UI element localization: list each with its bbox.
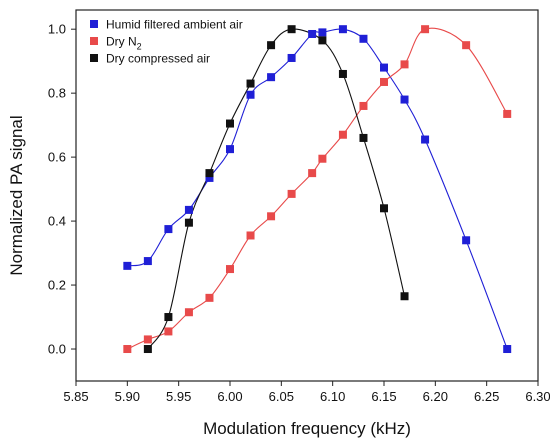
y-tick-label: 0.8: [48, 86, 66, 101]
x-tick-label: 5.95: [166, 389, 191, 404]
series-1-point: [143, 335, 152, 344]
x-axis-title: Modulation frequency (kHz): [203, 419, 411, 438]
series-2-point: [143, 345, 152, 354]
y-tick-label: 1.0: [48, 22, 66, 37]
y-tick-label: 0.2: [48, 278, 66, 293]
series-1-point: [205, 293, 214, 302]
series-2-point: [318, 36, 327, 45]
series-0-point: [308, 29, 317, 38]
series-0-point: [123, 261, 132, 270]
x-axis-ticks: 5.85 5.90 5.95 6.00 6.05 6.10 6.15 6.20 6.25 6.30: [63, 381, 550, 404]
series-1-point: [123, 345, 132, 354]
series-1-point: [400, 60, 409, 69]
series-0-point: [226, 145, 234, 154]
y-tick-label: 0.0: [48, 342, 66, 357]
legend-label: Dry N2: [106, 35, 142, 52]
series-1-point: [380, 77, 388, 86]
series-1-point: [246, 231, 255, 240]
series-0-point: [267, 73, 276, 82]
series-1-point: [184, 308, 193, 317]
x-tick-label: 6.30: [525, 389, 550, 404]
x-tick-label: 6.05: [269, 389, 294, 404]
series-2-point: [338, 69, 347, 78]
series-1-point: [318, 154, 327, 163]
series-2-point: [246, 79, 255, 88]
legend-label-main: Dry N: [106, 35, 137, 49]
series-2-point: [287, 25, 296, 34]
series-0-point: [164, 225, 173, 234]
x-tick-label: 5.85: [63, 389, 88, 404]
y-tick-label: 0.6: [48, 150, 66, 165]
x-tick-label: 5.90: [115, 389, 140, 404]
series-0-point: [318, 28, 327, 37]
series-0-point: [287, 53, 296, 62]
series-0-point: [205, 173, 214, 182]
series-2-point: [267, 41, 276, 50]
series-2-point: [205, 169, 214, 178]
series-0-point: [143, 257, 152, 266]
series-1-point: [421, 25, 430, 34]
data-points: [123, 25, 512, 354]
legend-marker: [90, 20, 98, 28]
x-tick-label: 6.20: [423, 389, 448, 404]
y-tick-label: 0.4: [48, 214, 66, 229]
series-1-point: [338, 130, 347, 139]
y-axis-title: Normalized PA signal: [7, 115, 26, 275]
series-0-point: [503, 345, 512, 354]
series-0-point: [380, 63, 388, 72]
legend-marker: [90, 37, 98, 45]
series-0-point: [338, 25, 347, 34]
y-axis-ticks: 0.0 0.2 0.4 0.6 0.8 1.0: [48, 22, 76, 357]
series-0-point: [184, 205, 193, 214]
legend-label: Dry compressed air: [106, 52, 210, 66]
series-0-point: [400, 95, 409, 104]
series-0-point: [246, 90, 255, 99]
series-1-point: [267, 212, 276, 221]
series-1-point: [308, 169, 317, 178]
series-0-point: [359, 34, 368, 43]
series-1-point: [503, 109, 512, 118]
legend-marker: [90, 54, 98, 62]
series-1-point: [226, 265, 234, 274]
x-tick-label: 6.25: [474, 389, 499, 404]
legend-label: Humid filtered ambient air: [106, 18, 243, 32]
plot-frame: [75, 9, 539, 382]
series-1-point: [359, 101, 368, 110]
series-2-point: [226, 119, 234, 128]
x-tick-label: 6.15: [371, 389, 396, 404]
series-1-point: [287, 189, 296, 198]
legend-label-subscript: 2: [137, 42, 142, 52]
series-2-point: [184, 218, 193, 227]
series-2-point: [380, 204, 388, 213]
series-2-point: [359, 133, 368, 142]
series-2-point: [164, 313, 173, 322]
series-1-point: [164, 327, 173, 336]
series-0-point: [421, 135, 430, 144]
series-0-point: [462, 236, 471, 245]
series-2-point: [400, 292, 409, 301]
x-tick-label: 6.10: [320, 389, 345, 404]
series-1-point: [462, 41, 471, 50]
x-tick-label: 6.00: [217, 389, 242, 404]
